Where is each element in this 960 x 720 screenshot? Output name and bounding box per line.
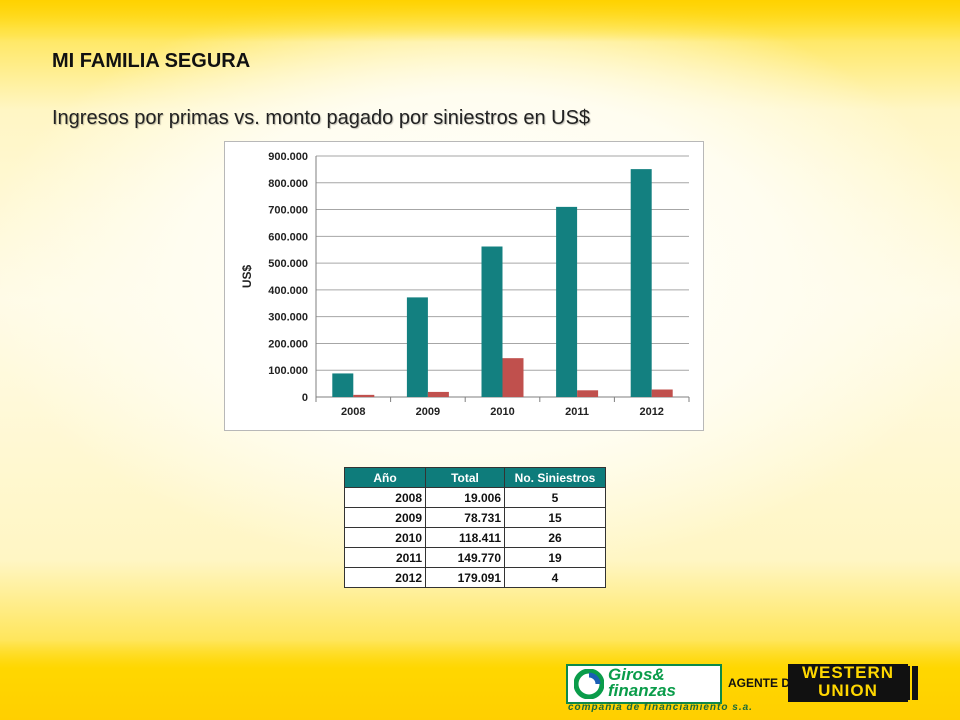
header-claims-count: No. Siniestros: [504, 467, 606, 488]
cell-total: 179.091: [425, 567, 505, 588]
cell-total: 78.731: [425, 507, 505, 528]
y-tick-label: 100.000: [268, 365, 308, 377]
y-tick-label: 300.000: [268, 312, 308, 324]
cell-claims-count: 5: [504, 487, 606, 508]
bar: [502, 358, 524, 397]
x-tick-label: 2010: [490, 406, 514, 418]
table-row: 2012 179.091 4: [344, 567, 606, 588]
y-tick-label: 0: [302, 392, 308, 404]
cell-year: 2011: [344, 547, 426, 568]
top-yellow-band: [0, 0, 960, 42]
cell-year: 2010: [344, 527, 426, 548]
table-row: 2008 19.006 5: [344, 487, 606, 508]
y-tick-label: 200.000: [268, 338, 308, 350]
giros-finanzas-logo: Giros& finanzas: [566, 664, 722, 704]
header-year: Año: [344, 467, 426, 488]
wu-line-1: WESTERN: [802, 663, 894, 682]
y-tick-label: 400.000: [268, 285, 308, 297]
cell-total: 19.006: [425, 487, 505, 508]
bar: [651, 389, 673, 397]
swirl-icon: [574, 669, 604, 699]
slide-subheading: Ingresos por primas vs. monto pagado por…: [52, 107, 591, 129]
bar-chart: 0 100.000 200.000 300.000 400.000 500.000 600.…: [224, 141, 704, 431]
y-axis-title: US$: [240, 265, 254, 289]
table-row: 2011 149.770 19: [344, 547, 606, 568]
x-tick-label: 2011: [565, 406, 589, 418]
chart-canvas: 0 100.000 200.000 300.000 400.000 500.000 600.…: [240, 151, 690, 418]
cell-claims-count: 4: [504, 567, 606, 588]
table-header-row: Año Total No. Siniestros: [344, 467, 606, 488]
wu-bar-mark: [912, 666, 918, 700]
y-tick-label: 900.000: [268, 151, 308, 163]
x-tick-label: 2008: [341, 406, 365, 418]
x-tick-label: 2009: [416, 406, 440, 418]
cell-year: 2012: [344, 567, 426, 588]
bar: [406, 297, 428, 397]
claims-table: Año Total No. Siniestros 2008 19.006 5 2…: [344, 467, 606, 588]
bar: [630, 169, 652, 397]
bar: [481, 246, 503, 397]
cell-year: 2008: [344, 487, 426, 508]
bar: [353, 394, 375, 397]
y-tick-label: 600.000: [268, 231, 308, 243]
bar: [556, 206, 578, 397]
wu-bar-mark: [908, 666, 910, 700]
wu-line-2: UNION: [818, 681, 878, 700]
brand-tagline: compañía de financiamiento s.a.: [568, 702, 753, 713]
header-total: Total: [425, 467, 505, 488]
cell-claims-count: 26: [504, 527, 606, 548]
cell-claims-count: 15: [504, 507, 606, 528]
brand-line-1: Giros&: [608, 665, 665, 684]
x-tick-label: 2012: [639, 406, 663, 418]
brand-line-2: finanzas: [608, 681, 677, 700]
y-tick-label: 800.000: [268, 178, 308, 190]
bar: [332, 373, 354, 397]
table-row: 2010 118.411 26: [344, 527, 606, 548]
cell-claims-count: 19: [504, 547, 606, 568]
cell-total: 118.411: [425, 527, 505, 548]
bar: [427, 391, 449, 397]
y-tick-label: 700.000: [268, 205, 308, 217]
y-tick-label: 500.000: [268, 258, 308, 270]
bar: [577, 390, 599, 397]
agent-label: AGENTE DE: [728, 676, 799, 690]
western-union-logo: WESTERN UNION: [788, 664, 908, 702]
table-row: 2009 78.731 15: [344, 507, 606, 528]
slide-heading: MI FAMILIA SEGURA: [52, 50, 251, 72]
cell-year: 2009: [344, 507, 426, 528]
cell-total: 149.770: [425, 547, 505, 568]
